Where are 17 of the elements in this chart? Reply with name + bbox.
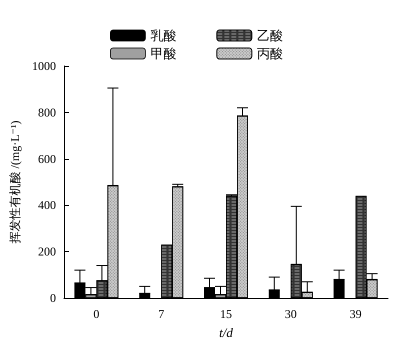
x-tick-label: 0 bbox=[93, 307, 100, 321]
x-axis-title: t/d bbox=[219, 325, 234, 340]
x-tick-label: 30 bbox=[284, 307, 297, 321]
y-tick-label: 800 bbox=[38, 105, 56, 120]
x-tick-label: 7 bbox=[158, 307, 164, 321]
legend-label: 甲酸 bbox=[150, 46, 176, 61]
y-axis-title: 挥发性有机酸 /(mg·L⁻¹) bbox=[8, 120, 22, 244]
y-tick-label: 1000 bbox=[32, 59, 56, 73]
x-tick-label: 15 bbox=[220, 307, 232, 321]
y-tick-label: 0 bbox=[50, 291, 56, 305]
legend-label: 丙酸 bbox=[256, 46, 283, 61]
y-tick-label: 600 bbox=[38, 152, 56, 166]
legend-label: 乙酸 bbox=[256, 28, 283, 43]
y-tick-label: 200 bbox=[38, 244, 56, 259]
y-tick-label: 400 bbox=[38, 198, 56, 212]
legend-label: 乳酸 bbox=[150, 28, 176, 43]
x-tick-label: 39 bbox=[350, 307, 362, 321]
